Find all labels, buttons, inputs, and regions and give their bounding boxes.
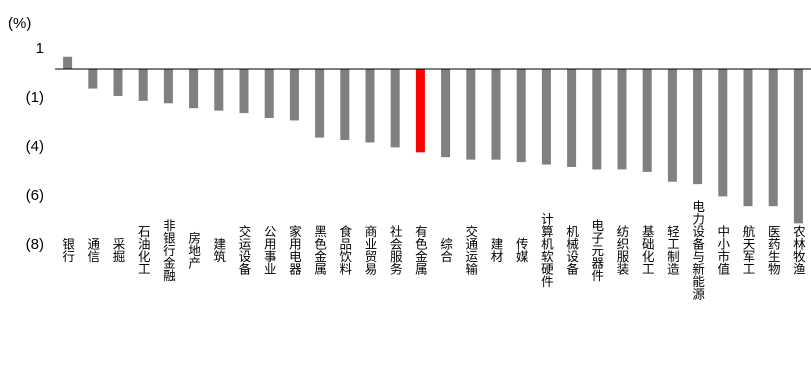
bar [315, 69, 325, 138]
bar [390, 69, 400, 148]
bar [189, 69, 199, 109]
x-category-label: 银行 [60, 238, 75, 264]
bar [264, 69, 274, 118]
bar [441, 69, 451, 158]
x-category-label: 综合 [438, 238, 453, 263]
bar [63, 56, 73, 69]
x-category-label: 医药生物 [766, 225, 781, 276]
bar [491, 69, 501, 160]
bar [718, 69, 728, 197]
x-category-label: 纺织服装 [615, 225, 630, 276]
x-category-label: 交运设备 [237, 224, 252, 276]
y-tick-label: 1 [36, 40, 44, 57]
bar [793, 69, 803, 224]
y-tick-label: (8) [26, 236, 44, 253]
x-category-label: 通信 [85, 238, 100, 264]
x-category-label: 食品饮料 [337, 224, 352, 275]
x-category-label: 房地产 [186, 230, 201, 269]
x-category-label: 电力设备与新能源 [690, 200, 705, 301]
x-category-label: 轻工制造 [665, 225, 680, 275]
x-category-label: 有色金属 [413, 225, 428, 276]
bar [592, 69, 602, 170]
bar [516, 69, 526, 163]
y-tick-label: (1) [26, 89, 44, 106]
x-category-label: 基础化工 [640, 225, 655, 275]
x-category-label: 非银行金融 [161, 219, 176, 282]
bar [743, 69, 753, 207]
bar [88, 69, 98, 89]
x-category-label: 公用事业 [262, 225, 277, 275]
bar [693, 69, 703, 185]
bar [541, 69, 551, 165]
x-category-label: 石油化工 [136, 225, 151, 275]
x-category-label: 中小市值 [715, 224, 730, 276]
x-axis-labels: 银行 通信 采掘 石油化工 非银行金融 房地产 建筑 交运设备 公用事业 家用电器 黑色金属 食品饮料… [60, 200, 806, 301]
x-category-label: 传媒 [514, 237, 529, 263]
bar [239, 69, 249, 114]
x-category-label: 航天军工 [741, 224, 756, 275]
bar [415, 69, 425, 153]
bar [138, 69, 148, 101]
bar [163, 69, 173, 104]
bars [63, 56, 803, 224]
bar [768, 69, 778, 207]
y-tick-label: (6) [26, 187, 44, 204]
x-category-label: 计算机软硬件 [539, 213, 554, 288]
bar [667, 69, 677, 182]
x-category-label: 采掘 [111, 238, 126, 264]
bar [466, 69, 476, 160]
x-category-label: 黑色金属 [312, 225, 327, 276]
y-tick-label: (4) [26, 138, 44, 155]
x-category-label: 农林牧渔 [791, 225, 806, 275]
y-axis-unit-label: (%) [8, 15, 31, 32]
x-category-label: 机械设备 [564, 225, 579, 276]
bar [340, 69, 350, 141]
bar [289, 69, 299, 121]
bar [567, 69, 577, 167]
x-category-label: 建材 [489, 238, 504, 263]
x-category-label: 交通运输 [463, 224, 478, 276]
bar [214, 69, 224, 111]
x-category-label: 建筑 [211, 238, 226, 264]
x-category-label: 家用电器 [287, 224, 302, 276]
y-axis-ticks: 1 (1) (4) (6) (8) [26, 40, 44, 253]
bar [113, 69, 123, 96]
bar [365, 69, 375, 143]
x-category-label: 商业贸易 [363, 224, 378, 276]
bar [617, 69, 627, 170]
bar [642, 69, 652, 172]
x-category-label: 社会服务 [388, 224, 403, 275]
x-category-label: 电子元器件 [589, 219, 604, 282]
